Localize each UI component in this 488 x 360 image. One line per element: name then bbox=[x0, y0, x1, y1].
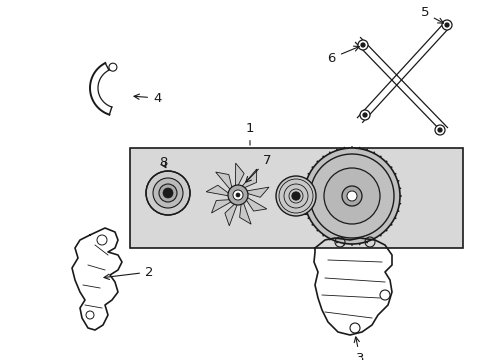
Polygon shape bbox=[238, 169, 256, 190]
Polygon shape bbox=[243, 195, 266, 211]
Circle shape bbox=[441, 20, 451, 30]
Circle shape bbox=[434, 125, 444, 135]
Circle shape bbox=[444, 23, 448, 27]
Circle shape bbox=[362, 113, 366, 117]
Text: 2: 2 bbox=[104, 266, 153, 279]
Circle shape bbox=[275, 176, 315, 216]
Circle shape bbox=[437, 128, 441, 132]
Polygon shape bbox=[239, 198, 251, 224]
Circle shape bbox=[227, 185, 247, 205]
Circle shape bbox=[291, 192, 299, 200]
Text: 5: 5 bbox=[420, 6, 443, 23]
Polygon shape bbox=[242, 187, 268, 197]
Bar bbox=[130, 148, 462, 248]
Polygon shape bbox=[215, 172, 233, 193]
Polygon shape bbox=[224, 200, 238, 226]
Text: 3: 3 bbox=[353, 337, 364, 360]
Circle shape bbox=[232, 190, 243, 200]
Text: 7: 7 bbox=[245, 153, 271, 182]
Circle shape bbox=[346, 191, 356, 201]
Circle shape bbox=[304, 148, 399, 244]
Circle shape bbox=[236, 193, 240, 197]
Text: 4: 4 bbox=[134, 91, 161, 104]
Circle shape bbox=[341, 186, 361, 206]
Text: 1: 1 bbox=[245, 122, 254, 145]
Circle shape bbox=[359, 110, 369, 120]
Circle shape bbox=[324, 168, 379, 224]
Circle shape bbox=[153, 178, 183, 208]
Text: 6: 6 bbox=[327, 46, 359, 64]
Polygon shape bbox=[211, 199, 235, 213]
Circle shape bbox=[360, 43, 364, 47]
Polygon shape bbox=[235, 163, 244, 191]
Circle shape bbox=[163, 188, 173, 198]
Circle shape bbox=[159, 184, 177, 202]
Circle shape bbox=[357, 40, 367, 50]
Polygon shape bbox=[206, 185, 233, 197]
Circle shape bbox=[146, 171, 190, 215]
Text: 8: 8 bbox=[159, 157, 167, 170]
